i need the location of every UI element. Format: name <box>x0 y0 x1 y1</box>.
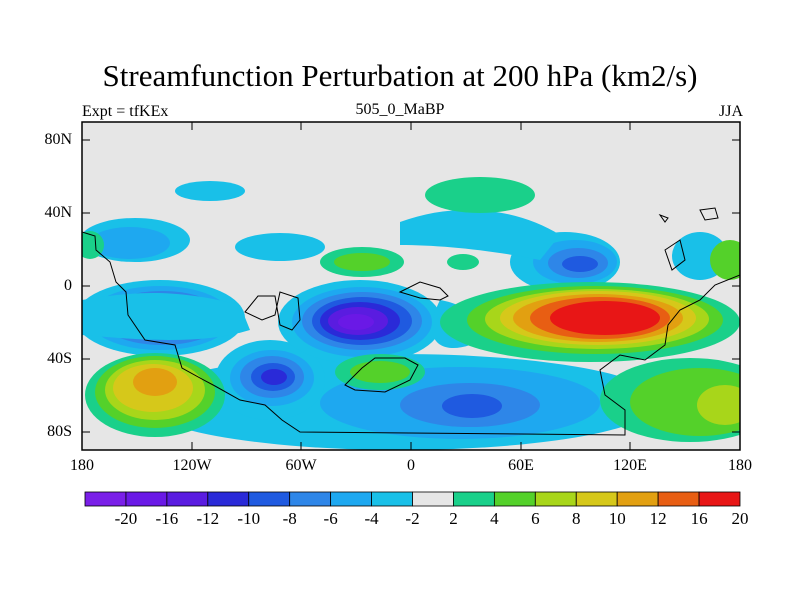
colorbar-swatch <box>371 491 413 507</box>
colorbar-label: -16 <box>155 509 179 528</box>
colorbar-swatch <box>575 491 618 507</box>
colorbar-label: -20 <box>114 509 138 528</box>
lon-label-180w: 180 <box>70 457 94 474</box>
colorbar-label: 8 <box>572 509 581 528</box>
plot-title: Streamfunction Perturbation at 200 hPa (… <box>102 58 698 93</box>
colorbar-swatch <box>657 491 700 507</box>
colorbar-swatch <box>616 491 659 507</box>
colorbar-swatch <box>534 491 577 507</box>
season-label: JJA <box>718 103 743 120</box>
colorbar-label: -10 <box>237 509 261 528</box>
case-label: 505_0_MaBP <box>355 101 445 118</box>
colorbar-swatch <box>330 491 372 507</box>
colorbar <box>84 491 741 507</box>
colorbar-label: -8 <box>282 509 297 528</box>
colorbar-label: 6 <box>531 509 540 528</box>
lat-label-eq: 0 <box>64 277 72 294</box>
colorbar-label: 4 <box>490 509 499 528</box>
colorbar-swatch <box>166 491 209 507</box>
lat-ticks <box>82 139 740 433</box>
colorbar-swatch <box>453 491 495 507</box>
colorbar-swatch <box>125 491 168 507</box>
positive-anomaly-small <box>82 177 740 390</box>
colorbar-label: -4 <box>364 509 379 528</box>
lon-label-120w: 120W <box>172 457 212 474</box>
lat-label-40s: 40S <box>47 350 72 367</box>
positive-anomaly-southeast <box>600 358 740 442</box>
colorbar-label: -6 <box>323 509 338 528</box>
colorbar-swatch <box>84 491 127 507</box>
lon-ticks <box>81 122 631 450</box>
positive-anomaly-indian-ocean <box>440 282 740 362</box>
lon-label-60w: 60W <box>285 457 317 474</box>
negative-anomaly-asia <box>400 209 620 292</box>
colorbar-label: 2 <box>449 509 458 528</box>
colorbar-label: -12 <box>196 509 220 528</box>
map-field <box>82 122 740 450</box>
colorbar-label: -2 <box>405 509 420 528</box>
negative-anomaly-tropical-atlantic <box>278 280 442 364</box>
lat-label-80n: 80N <box>44 131 72 148</box>
positive-anomaly-south-pacific <box>85 353 225 437</box>
tropical-band-west <box>82 293 250 340</box>
colorbar-swatch <box>493 491 536 507</box>
lat-label-80s: 80S <box>47 423 72 440</box>
colorbar-label: 10 <box>608 509 626 528</box>
colorbar-swatch <box>289 491 332 507</box>
colorbar-swatch <box>698 491 741 507</box>
lon-label-180e: 180 <box>728 457 752 474</box>
lat-label-40n: 40N <box>44 204 72 221</box>
coastlines <box>82 207 740 436</box>
colorbar-label: 16 <box>690 509 708 528</box>
colorbar-swatch <box>207 491 250 507</box>
lon-label-0: 0 <box>407 457 415 474</box>
experiment-label: Expt = tfKEx <box>82 103 169 120</box>
colorbar-label: 20 <box>731 509 749 528</box>
colorbar-label: 12 <box>649 509 667 528</box>
colorbar-swatch <box>412 491 454 507</box>
lon-label-60e: 60E <box>508 457 534 474</box>
lon-label-120e: 120E <box>613 457 647 474</box>
colorbar-swatch <box>248 491 291 507</box>
